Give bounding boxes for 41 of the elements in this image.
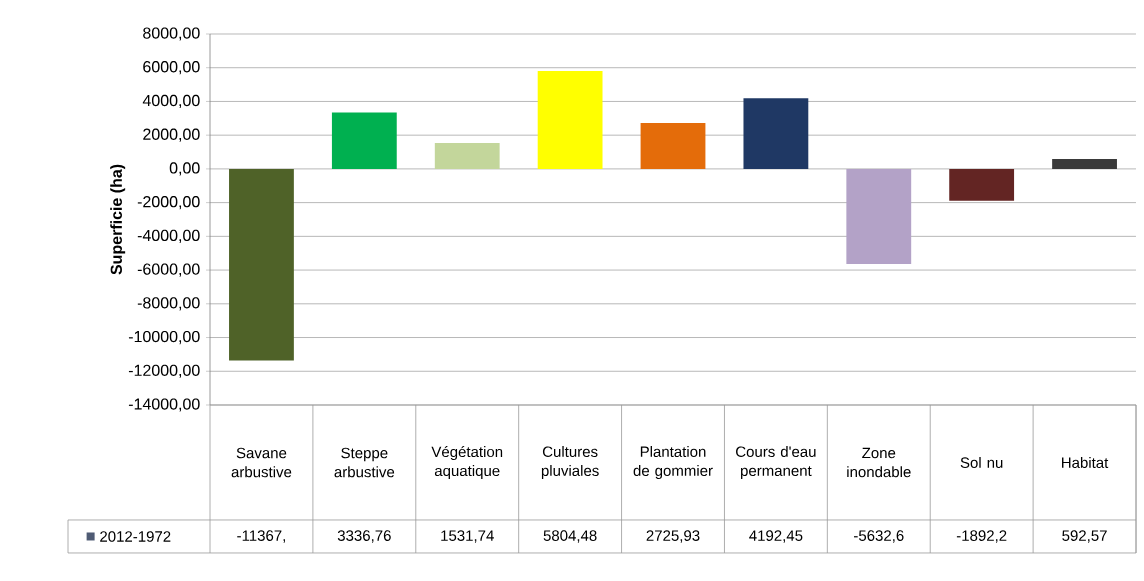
y-axis-title: Superficie (ha) [110, 164, 126, 275]
y-tick-label: 0,00 [169, 162, 200, 176]
bar [434, 143, 500, 169]
bar [743, 98, 809, 169]
data-label: 4192,45 [749, 530, 803, 543]
y-tick-label: -2000,00 [137, 196, 200, 210]
x-tick-label: Végétation aquatique [431, 445, 503, 480]
x-tick-label: Sol nu [960, 456, 1003, 468]
data-label: 5804,48 [543, 530, 597, 543]
bar [331, 112, 397, 169]
y-tick-label: -10000,00 [128, 330, 200, 345]
bar [846, 168, 912, 264]
bar [949, 168, 1015, 201]
y-tick-label: 2000,00 [143, 128, 200, 142]
data-label: -1892,2 [956, 530, 1007, 543]
bar [537, 71, 603, 169]
y-tick-label: 8000,00 [143, 27, 200, 41]
y-tick-label: -6000,00 [137, 263, 200, 277]
bar [229, 168, 294, 361]
x-tick-label: Cours d'eau permanent [736, 446, 816, 479]
x-tick-label: Savane arbustive [231, 447, 292, 478]
y-tick-label: -12000,00 [128, 364, 200, 378]
x-tick-label: Habitat [1062, 456, 1109, 468]
y-tick-label: 4000,00 [142, 94, 200, 109]
data-label: 3336,76 [337, 530, 391, 543]
data-label: 2725,93 [646, 530, 700, 543]
bar [1052, 158, 1117, 169]
data-label: 592,57 [1062, 530, 1107, 543]
data-label: -5632,6 [854, 530, 904, 543]
bar [640, 122, 706, 169]
data-label: 1531,74 [441, 530, 494, 543]
y-tick-label: -4000,00 [137, 229, 200, 243]
y-tick-label: 6000,00 [143, 61, 200, 75]
x-tick-label: Zone inondable [847, 447, 911, 478]
x-tick-label: Cultures pluviales [541, 446, 599, 479]
y-tick-label: -14000,00 [128, 398, 200, 412]
y-tick-label: -8000,00 [137, 297, 200, 311]
x-tick-label: Steppe arbustive [334, 447, 395, 478]
text: 2012-1972 [100, 531, 171, 542]
data-label: -11367, [237, 530, 285, 543]
x-tick-label: Plantation de gommier [633, 446, 713, 479]
